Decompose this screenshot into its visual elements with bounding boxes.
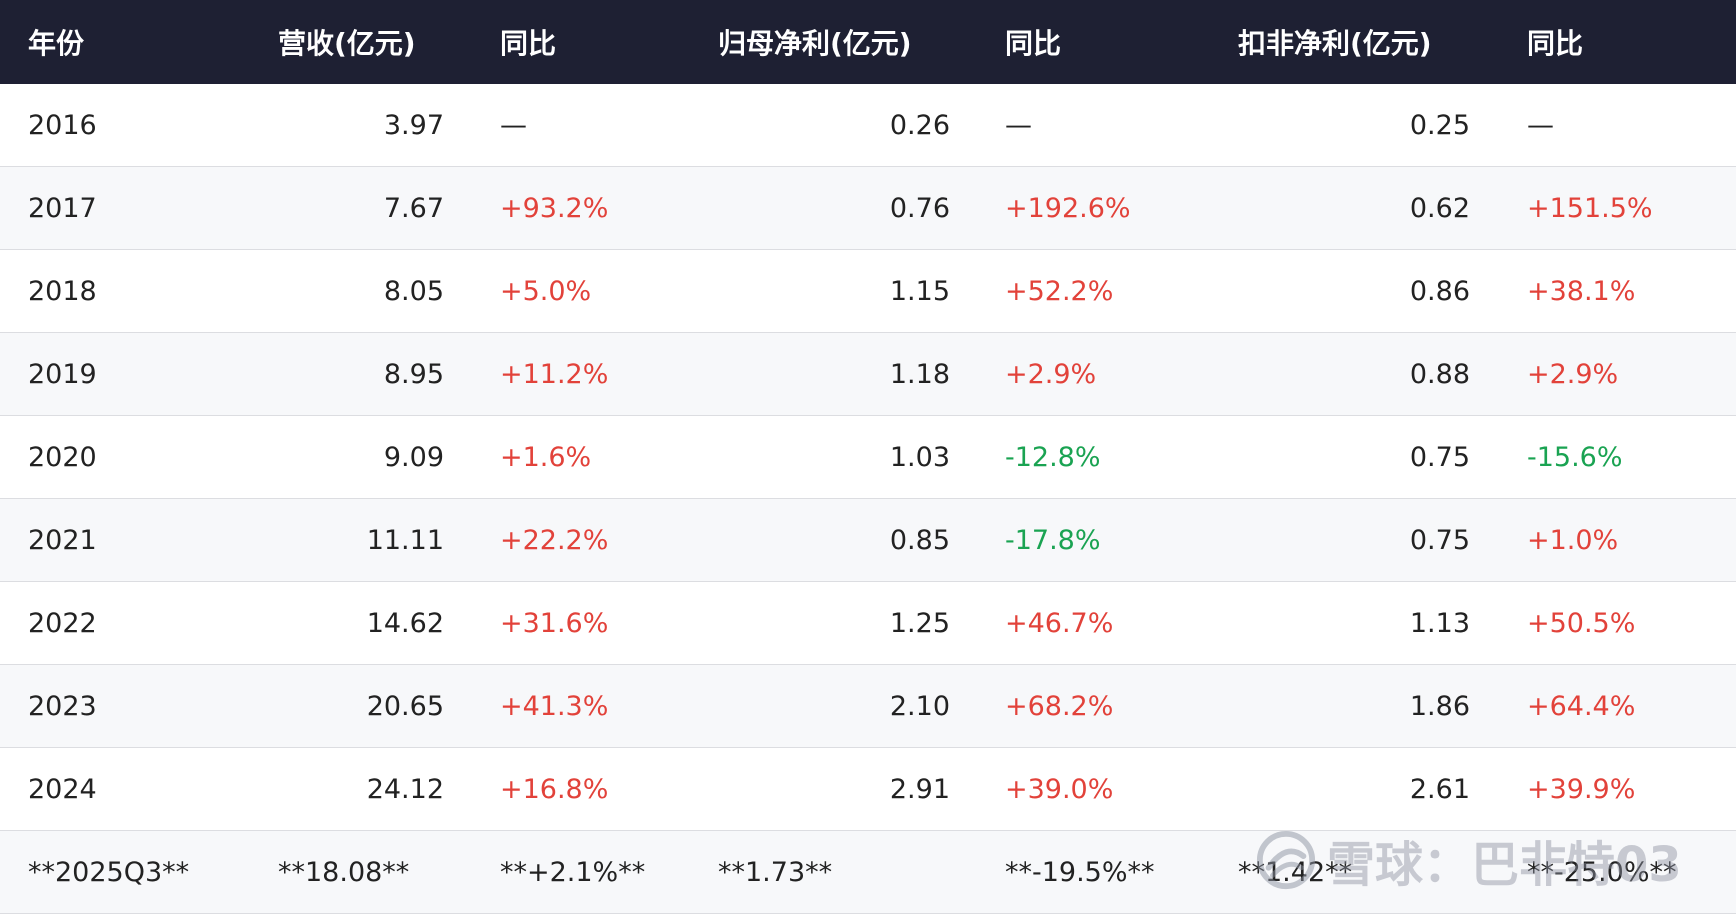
table-header: 年份 营收(亿元) 同比 归母净利(亿元) 同比 扣非净利(亿元) 同比 [0, 0, 1736, 84]
cell-revenue-yoy: +5.0% [500, 275, 592, 307]
table-row-2025q3: **2025Q3** **18.08** **+2.1%** **1.73** … [0, 831, 1736, 914]
cell-deducted-net-profit-yoy: +64.4% [1527, 690, 1636, 722]
cell-deducted-net-profit-yoy: +39.9% [1527, 773, 1636, 805]
cell-year: 2024 [28, 773, 97, 805]
cell-net-profit: 0.26 [889, 109, 950, 141]
cell-net-profit: 1.25 [889, 607, 950, 639]
cell-deducted-net-profit-yoy: +1.0% [1527, 524, 1619, 556]
cell-revenue: **18.08** [278, 856, 410, 888]
cell-deducted-net-profit: 0.88 [1409, 358, 1470, 390]
cell-revenue: 3.97 [383, 109, 444, 141]
cell-deducted-net-profit-yoy: +151.5% [1527, 192, 1653, 224]
header-revenue-yoy: 同比 [500, 27, 557, 60]
cell-deducted-net-profit-yoy: +38.1% [1527, 275, 1636, 307]
cell-net-profit-yoy: +39.0% [1005, 773, 1114, 805]
cell-year: 2017 [28, 192, 97, 224]
cell-net-profit-yoy: **-19.5%** [1005, 856, 1155, 888]
cell-revenue-yoy: **+2.1%** [500, 856, 646, 888]
cell-revenue: 8.95 [383, 358, 444, 390]
cell-deducted-net-profit: 1.13 [1409, 607, 1470, 639]
cell-deducted-net-profit: 2.61 [1409, 773, 1470, 805]
cell-net-profit-yoy: +52.2% [1005, 275, 1114, 307]
table-row: 2016 3.97 — 0.26 — 0.25 — [0, 84, 1736, 167]
table-row: 2024 24.12 +16.8% 2.91 +39.0% 2.61 +39.9% [0, 748, 1736, 831]
cell-revenue-yoy: +1.6% [500, 441, 592, 473]
cell-deducted-net-profit-yoy: — [1527, 109, 1554, 141]
cell-revenue: 24.12 [366, 773, 444, 805]
table-row: 2022 14.62 +31.6% 1.25 +46.7% 1.13 +50.5% [0, 582, 1736, 665]
cell-revenue-yoy: +22.2% [500, 524, 609, 556]
header-net-profit-yoy: 同比 [1005, 27, 1062, 60]
cell-year: 2018 [28, 275, 97, 307]
cell-net-profit-yoy: +68.2% [1005, 690, 1114, 722]
table-row: 2021 11.11 +22.2% 0.85 -17.8% 0.75 +1.0% [0, 499, 1736, 582]
table-row: 2023 20.65 +41.3% 2.10 +68.2% 1.86 +64.4% [0, 665, 1736, 748]
cell-deducted-net-profit: 0.75 [1409, 524, 1470, 556]
header-revenue: 营收(亿元) [278, 27, 416, 60]
cell-revenue-yoy: +41.3% [500, 690, 609, 722]
cell-net-profit-yoy: +2.9% [1005, 358, 1097, 390]
header-deducted-net-profit-yoy: 同比 [1527, 27, 1584, 60]
cell-revenue-yoy: +31.6% [500, 607, 609, 639]
cell-net-profit: 1.18 [889, 358, 950, 390]
cell-deducted-net-profit: **1.42** [1238, 856, 1353, 888]
cell-net-profit: 1.15 [889, 275, 950, 307]
cell-year: 2023 [28, 690, 97, 722]
cell-net-profit-yoy: +192.6% [1005, 192, 1131, 224]
cell-net-profit: 2.91 [889, 773, 950, 805]
cell-year: 2022 [28, 607, 97, 639]
cell-deducted-net-profit: 0.75 [1409, 441, 1470, 473]
cell-net-profit-yoy: +46.7% [1005, 607, 1114, 639]
header-year: 年份 [28, 27, 85, 60]
cell-net-profit-yoy: -12.8% [1005, 441, 1101, 473]
cell-deducted-net-profit: 0.62 [1409, 192, 1470, 224]
cell-revenue: 7.67 [383, 192, 444, 224]
cell-year: 2020 [28, 441, 97, 473]
cell-deducted-net-profit-yoy: +50.5% [1527, 607, 1636, 639]
cell-year: 2021 [28, 524, 97, 556]
cell-net-profit: 0.85 [889, 524, 950, 556]
cell-revenue: 9.09 [383, 441, 444, 473]
table-row: 2020 9.09 +1.6% 1.03 -12.8% 0.75 -15.6% [0, 416, 1736, 499]
cell-deducted-net-profit: 0.86 [1409, 275, 1470, 307]
cell-revenue: 20.65 [366, 690, 444, 722]
cell-deducted-net-profit-yoy: +2.9% [1527, 358, 1619, 390]
cell-net-profit: **1.73** [718, 856, 833, 888]
cell-year: 2016 [28, 109, 97, 141]
cell-net-profit-yoy: -17.8% [1005, 524, 1101, 556]
cell-net-profit: 2.10 [889, 690, 950, 722]
cell-revenue-yoy: +11.2% [500, 358, 609, 390]
cell-revenue-yoy: +93.2% [500, 192, 609, 224]
cell-deducted-net-profit: 0.25 [1409, 109, 1470, 141]
cell-year: **2025Q3** [28, 856, 190, 888]
cell-net-profit: 1.03 [889, 441, 950, 473]
cell-net-profit: 0.76 [889, 192, 950, 224]
cell-revenue-yoy: +16.8% [500, 773, 609, 805]
cell-deducted-net-profit-yoy: **-25.0%** [1527, 856, 1677, 888]
cell-revenue: 11.11 [366, 524, 444, 556]
header-deducted-net-profit: 扣非净利(亿元) [1238, 27, 1432, 60]
table-row: 2019 8.95 +11.2% 1.18 +2.9% 0.88 +2.9% [0, 333, 1736, 416]
cell-deducted-net-profit: 1.86 [1409, 690, 1470, 722]
cell-deducted-net-profit-yoy: -15.6% [1527, 441, 1623, 473]
header-net-profit: 归母净利(亿元) [718, 27, 912, 60]
cell-year: 2019 [28, 358, 97, 390]
cell-net-profit-yoy: — [1005, 109, 1032, 141]
cell-revenue: 14.62 [366, 607, 444, 639]
cell-revenue-yoy: — [500, 109, 527, 141]
table-row: 2017 7.67 +93.2% 0.76 +192.6% 0.62 +151.5% [0, 167, 1736, 250]
cell-revenue: 8.05 [383, 275, 444, 307]
table-row: 2018 8.05 +5.0% 1.15 +52.2% 0.86 +38.1% [0, 250, 1736, 333]
table-body: 2016 3.97 — 0.26 — 0.25 — 2017 7.67 +93.2% 0.76 +19… [0, 84, 1736, 831]
